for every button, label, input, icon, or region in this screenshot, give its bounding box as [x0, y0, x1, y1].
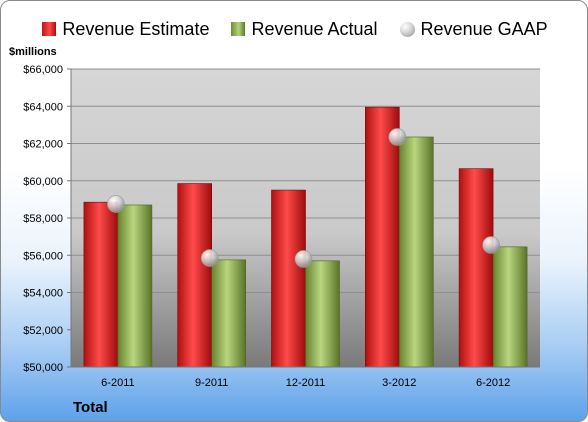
y-tick-label: $50,000	[23, 362, 63, 374]
x-tick-label: 12-2011	[286, 377, 326, 389]
bar-revenue-actual	[492, 246, 528, 368]
y-tick-label: $66,000	[23, 64, 63, 76]
y-tick-label: $52,000	[23, 325, 63, 337]
x-tick-label: 9-2011	[195, 377, 228, 389]
point-revenue-gaap	[107, 195, 125, 213]
legend-swatch-revenue-estimate	[42, 22, 57, 36]
legend-label-revenue-estimate: Revenue Estimate	[62, 18, 210, 39]
bar-revenue-actual	[117, 204, 153, 368]
bar-revenue-estimate	[177, 183, 212, 368]
x-axis-tick-labels: 6-2011 9-2011 12-2011 3-2012 6-2012	[101, 377, 510, 389]
y-axis-tick-labels: $50,000 $52,000 $54,000 $56,000 $58,000 $60,0…	[23, 64, 63, 374]
bar-revenue-estimate	[271, 189, 306, 368]
bar-revenue-actual	[398, 136, 434, 368]
y-axis-units-label: $millions	[9, 46, 57, 58]
legend-item-revenue-actual: Revenue Actual	[231, 18, 378, 40]
y-tick-label: $56,000	[23, 250, 63, 262]
legend-item-revenue-estimate: Revenue Estimate	[42, 19, 209, 40]
y-tick-label: $54,000	[23, 288, 63, 300]
legend-label-revenue-gaap: Revenue GAAP	[420, 18, 548, 39]
gaap-points	[107, 128, 500, 268]
y-tick-label: $64,000	[23, 101, 63, 113]
y-tick-label: $60,000	[23, 176, 63, 188]
y-tick-label: $58,000	[23, 213, 63, 225]
y-tick-label: $62,000	[23, 139, 63, 151]
bar-revenue-actual	[211, 259, 246, 368]
footer-total-label: Total	[73, 399, 108, 416]
bar-revenue-actual	[305, 260, 340, 368]
x-tick-label: 6-2012	[476, 377, 510, 389]
point-revenue-gaap	[294, 250, 313, 268]
legend-label-revenue-actual: Revenue Actual	[251, 18, 378, 39]
legend-swatch-revenue-gaap	[399, 21, 415, 37]
x-tick-label: 3-2012	[382, 377, 416, 389]
legend-item-revenue-gaap: Revenue GAAP	[399, 18, 548, 40]
x-tick-label: 6-2011	[101, 377, 134, 389]
point-revenue-gaap	[482, 236, 500, 254]
bar-revenue-estimate	[458, 168, 494, 368]
bar-revenue-estimate	[364, 106, 400, 368]
point-revenue-gaap	[200, 249, 219, 267]
bar-revenue-estimate	[83, 201, 119, 368]
legend-swatch-revenue-actual	[231, 22, 246, 36]
legend: Revenue Estimate Revenue Actual Revenue …	[1, 15, 587, 43]
bars	[83, 106, 528, 368]
point-revenue-gaap	[388, 128, 407, 146]
